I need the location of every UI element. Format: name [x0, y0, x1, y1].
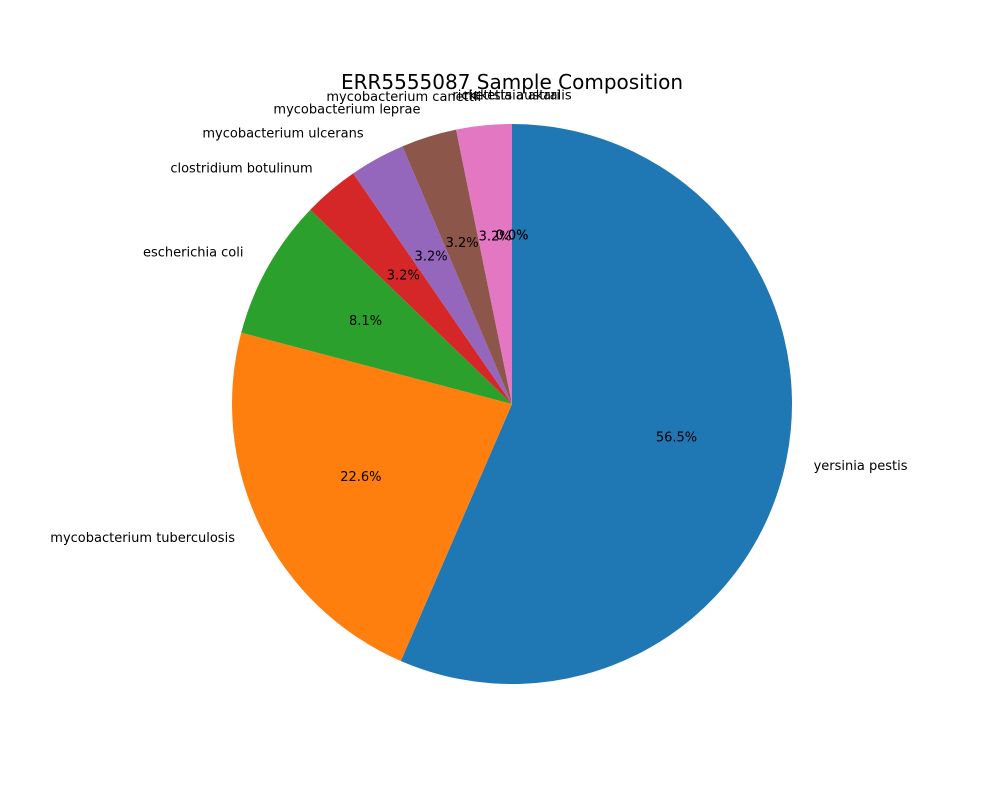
slice-label-mycobacterium-leprae: mycobacterium leprae	[273, 102, 420, 117]
pie-slice-escherichia-coli	[241, 209, 513, 404]
slice-label-rickettsia-australis: rickettsia australis	[452, 89, 571, 104]
pie-slice-yersinia-pestis	[400, 124, 792, 684]
percent-label-mycobacterium-tuberculosis: 22.6%	[340, 470, 381, 485]
pie-slice-mycobacterium-tuberculosis	[231, 332, 512, 661]
pie-slices	[231, 124, 792, 684]
percent-label-mycobacterium-canettii: 3.2%	[479, 229, 512, 244]
pie-slice-clostridium-botulinum	[310, 173, 512, 404]
percent-label-clostridium-botulinum: 3.2%	[387, 268, 420, 283]
slice-label-yersinia-pestis: yersinia pestis	[814, 459, 908, 474]
percent-label-escherichia-coli: 8.1%	[349, 314, 382, 329]
slice-label-escherichia-coli: escherichia coli	[143, 246, 244, 261]
slice-labels: yersinia pestis mycobacterium tuberculosi…	[50, 89, 907, 547]
slice-label-mycobacterium-canettii: mycobacterium canettii	[326, 90, 481, 105]
pie-slice-mycobacterium-canettii	[456, 124, 512, 404]
pie-slice-mycobacterium-leprae	[402, 129, 512, 405]
percent-label-mycobacterium-leprae: 3.2%	[446, 236, 479, 251]
slice-label-rickettsia-akari: rickettsia akari	[464, 89, 560, 104]
slice-label-mycobacterium-ulcerans: mycobacterium ulcerans	[202, 127, 363, 142]
percent-label-mycobacterium-ulcerans: 3.2%	[415, 249, 448, 264]
pie-slice-mycobacterium-ulcerans	[353, 146, 512, 404]
percent-label-rickettsia-australis: 0.0%	[495, 229, 528, 244]
chart-title: ERR5555087 Sample Composition	[341, 70, 683, 94]
slice-label-mycobacterium-tuberculosis: mycobacterium tuberculosis	[50, 531, 235, 546]
percent-labels: 56.5%22.6%8.1%3.2%3.2%3.2% 3.2%0.0%0.0%	[340, 229, 697, 485]
slice-label-clostridium-botulinum: clostridium botulinum	[170, 162, 312, 177]
percent-label-yersinia-pestis: 56.5%	[656, 431, 697, 446]
percent-label-rickettsia-akari: 0.0%	[495, 229, 528, 244]
